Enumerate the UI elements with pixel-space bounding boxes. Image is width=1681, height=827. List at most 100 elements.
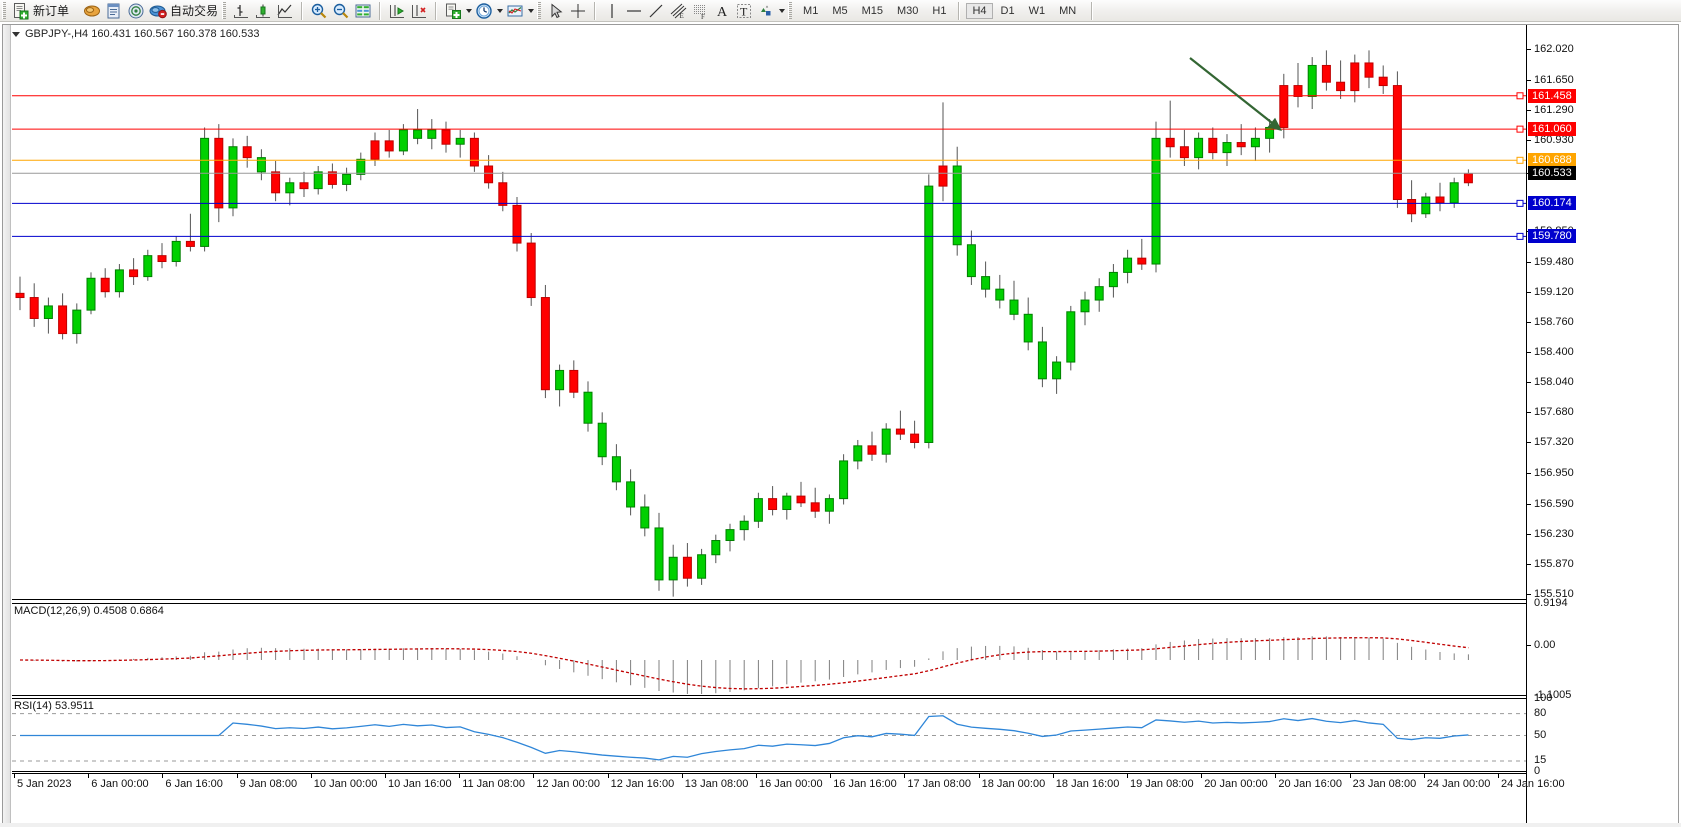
macd-plot[interactable]	[12, 603, 1526, 696]
expert-advisors-button[interactable]	[81, 1, 103, 21]
price-badge[interactable]: 160.174	[1528, 196, 1576, 211]
time-tick-label: 18 Jan 00:00	[981, 778, 1046, 790]
candlestick-chart-icon	[254, 2, 272, 20]
time-tick-label: 9 Jan 08:00	[239, 778, 298, 790]
candle	[1066, 311, 1076, 363]
zoom-in-button[interactable]	[308, 1, 330, 21]
horizontal-line-button[interactable]	[623, 1, 645, 21]
autotrading-button[interactable]: 自动交易	[147, 1, 220, 21]
candle	[313, 171, 323, 190]
chart-left-gutter[interactable]	[3, 25, 11, 824]
indicators-dropdown-arrow[interactable]	[526, 2, 535, 20]
price-tick-label: 159.120	[1534, 285, 1574, 298]
templates-button[interactable]	[442, 1, 464, 21]
vertical-line-button[interactable]	[601, 1, 623, 21]
candle	[540, 297, 550, 391]
candle	[171, 240, 181, 263]
toolbar-grip-4[interactable]	[788, 2, 793, 19]
candle	[1279, 85, 1289, 128]
price-badge[interactable]: 161.458	[1528, 88, 1576, 103]
candle	[1449, 182, 1459, 204]
chart-shift-button[interactable]	[386, 1, 408, 21]
timeframe-m30[interactable]: M30	[897, 4, 919, 17]
candle	[1293, 85, 1303, 97]
candle	[995, 288, 1005, 301]
templates-dropdown-arrow[interactable]	[464, 2, 473, 20]
vertical-line-icon	[603, 2, 621, 20]
grid-button[interactable]	[352, 1, 374, 21]
price-badge[interactable]: 159.780	[1528, 229, 1576, 244]
trendline-button[interactable]	[645, 1, 667, 21]
timeframe-m15[interactable]: M15	[861, 4, 883, 17]
chart-collapse-icon[interactable]	[12, 31, 20, 37]
toolbar-grip[interactable]	[2, 2, 6, 19]
text-button[interactable]: A	[711, 1, 733, 21]
svg-text:A: A	[717, 5, 728, 20]
timeframe-h1[interactable]: H1	[932, 4, 947, 17]
candle	[228, 146, 238, 209]
data-window-button[interactable]	[103, 1, 125, 21]
shapes-button[interactable]	[755, 1, 777, 21]
candle	[555, 369, 565, 391]
candle	[1137, 257, 1147, 265]
chart-header: GBPJPY-,H4 160.431 160.567 160.378 160.5…	[12, 26, 259, 42]
text-icon: A	[713, 2, 731, 20]
candle	[1009, 299, 1019, 315]
periodicity-button[interactable]	[473, 1, 495, 21]
candle	[1336, 81, 1346, 92]
timeframe-d1[interactable]: D1	[1000, 4, 1015, 17]
time-axis[interactable]: 5 Jan 2023 6 Jan 00:00 6 Jan 16:00 9 Jan 08…	[12, 773, 1565, 801]
cursor-button[interactable]	[545, 1, 567, 21]
macd-signal-line	[19, 637, 1469, 690]
candle	[583, 391, 593, 424]
auto-scroll-button[interactable]	[408, 1, 430, 21]
line-chart-button[interactable]	[274, 1, 296, 21]
timeframe-mn[interactable]: MN	[1059, 4, 1077, 17]
price-badge[interactable]: 160.688	[1528, 153, 1576, 168]
templates-icon	[444, 2, 462, 20]
price-badge[interactable]: 160.533	[1528, 166, 1576, 181]
timeframe-m1[interactable]: M1	[803, 4, 819, 17]
periodicity-dropdown-arrow[interactable]	[495, 2, 504, 20]
chart-shift-icon	[388, 2, 406, 20]
bar-chart-button[interactable]	[230, 1, 252, 21]
shapes-icon	[757, 2, 775, 20]
price-axis[interactable]: 162.020161.650161.290160.930160.533159.8…	[1526, 25, 1678, 824]
candle	[512, 204, 522, 244]
candlestick-chart-button[interactable]	[252, 1, 274, 21]
fibonacci-button[interactable]: F	[689, 1, 711, 21]
candle	[1108, 271, 1118, 288]
equidistant-channel-button[interactable]: E	[667, 1, 689, 21]
toolbar-grip-2[interactable]	[222, 2, 227, 19]
time-tick	[978, 774, 980, 778]
candle	[413, 129, 423, 139]
macd-tick	[1527, 644, 1531, 646]
crosshair-button[interactable]	[567, 1, 589, 21]
main-toolbar: 新订单	[0, 0, 1681, 22]
horizontal-scroll-area[interactable]	[12, 801, 1526, 823]
shapes-dropdown-arrow[interactable]	[777, 2, 786, 20]
price-badge[interactable]: 161.060	[1528, 122, 1576, 137]
candle	[1321, 64, 1331, 83]
rsi-tick-label: 80	[1534, 706, 1547, 719]
candle	[1037, 341, 1047, 380]
text-label-button[interactable]: T	[733, 1, 755, 21]
zoom-out-button[interactable]	[330, 1, 352, 21]
rsi-plot[interactable]	[12, 698, 1526, 772]
time-tick-label: 5 Jan 2023	[17, 778, 72, 790]
toolbar-grip-3[interactable]	[537, 2, 542, 19]
timeframe-w1[interactable]: W1	[1028, 4, 1046, 17]
candle	[597, 422, 607, 458]
candle	[1350, 62, 1360, 92]
price-plot[interactable]	[12, 42, 1526, 600]
timeframe-m5[interactable]: M5	[832, 4, 848, 17]
indicators-button[interactable]	[504, 1, 526, 21]
candle	[484, 165, 494, 184]
zoom-in-icon	[310, 2, 328, 20]
new-order-button[interactable]: 新订单	[10, 1, 71, 21]
time-tick	[904, 774, 906, 778]
indicators-list-button[interactable]	[125, 1, 147, 21]
chart-window: GBPJPY-,H4 160.431 160.567 160.378 160.5…	[0, 22, 1681, 827]
cursor-icon	[547, 2, 565, 20]
timeframe-h4[interactable]: H4	[966, 2, 993, 19]
